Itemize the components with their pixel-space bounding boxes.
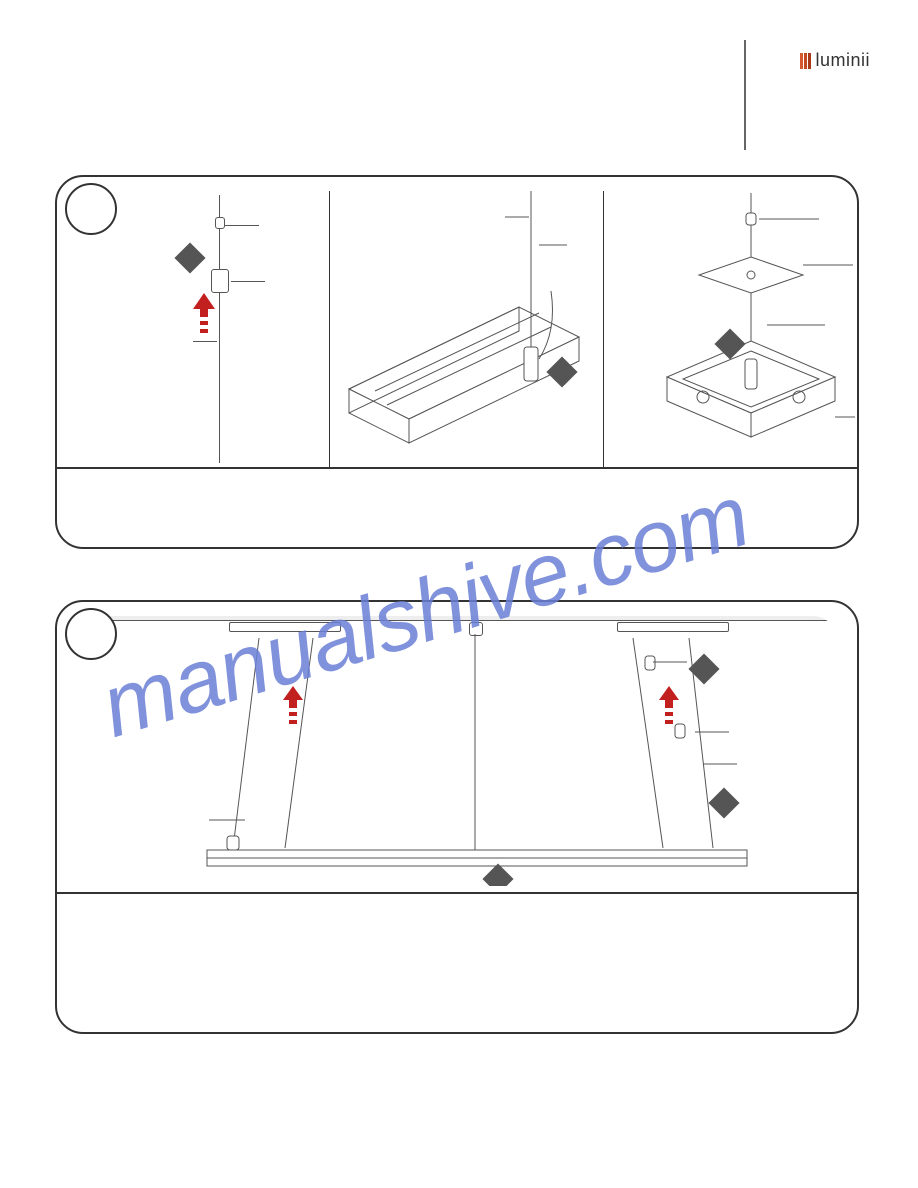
logo-bar-3 (808, 53, 811, 69)
brand-name: luminii (815, 50, 870, 71)
panel-top-bottom-divider (57, 467, 857, 469)
leader (193, 341, 217, 342)
cable-gripper (211, 269, 229, 293)
up-arrow-icon (193, 293, 215, 339)
cable-top-nub (215, 217, 225, 229)
brand-logo: luminii (800, 50, 870, 71)
cable (219, 195, 220, 463)
leader (231, 281, 265, 282)
logo-bar-1 (800, 53, 803, 69)
panel-top (55, 175, 859, 549)
figure-8b (329, 191, 603, 467)
up-arrow-icon (659, 686, 679, 728)
step-circle-bottom (65, 608, 117, 660)
callout-diamond (174, 242, 205, 273)
extrusion-illustration (329, 191, 603, 467)
panel-bottom-divider (57, 892, 857, 894)
logo-bars (800, 53, 811, 69)
step-circle-top (65, 183, 117, 235)
logo-bar-2 (804, 53, 807, 69)
up-arrow-icon (283, 686, 303, 728)
figure-8a (85, 191, 329, 467)
figure-9 (77, 616, 837, 886)
header-divider (744, 40, 746, 150)
suspension-cables (77, 616, 837, 886)
panel-bottom (55, 600, 859, 1034)
figure-8c (603, 191, 858, 467)
leader (225, 225, 259, 226)
page: luminii (0, 0, 918, 1188)
